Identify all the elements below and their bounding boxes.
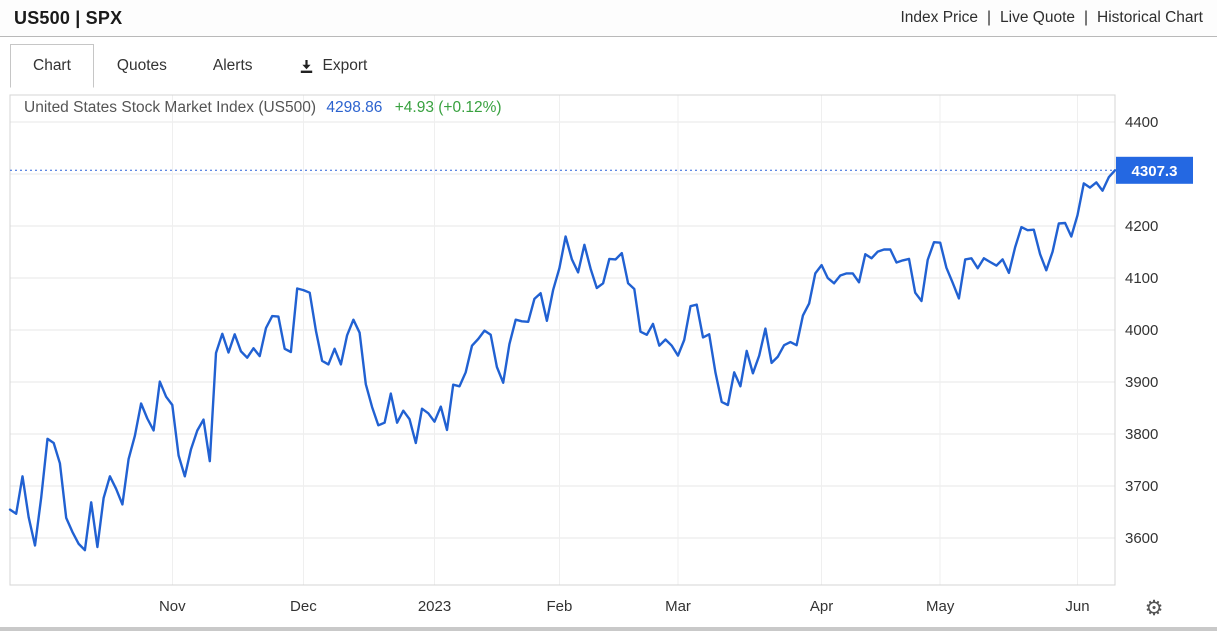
tab-alerts[interactable]: Alerts	[190, 44, 276, 88]
tab-chart[interactable]: Chart	[10, 44, 94, 88]
y-axis-label: 4400	[1125, 114, 1158, 131]
y-axis-label: 3900	[1125, 374, 1158, 391]
series-line	[8, 169, 1117, 552]
tab-quotes[interactable]: Quotes	[94, 44, 190, 88]
download-icon	[299, 59, 314, 74]
tab-export[interactable]: Export	[276, 44, 391, 88]
tab-bar: Chart Quotes Alerts Export	[10, 44, 390, 88]
y-axis-label: 4000	[1125, 322, 1158, 339]
settings-gear-icon[interactable]: ⚙︎	[1144, 597, 1164, 620]
x-axis-label: 2023	[418, 598, 451, 615]
chart-title: United States Stock Market Index (US500)	[24, 99, 317, 116]
price-change: +4.93 (+0.12%)	[394, 99, 502, 116]
price-flag-label: 4307.3	[1132, 163, 1178, 180]
y-axis-label: 3600	[1125, 530, 1158, 547]
x-axis-label: Nov	[159, 598, 186, 615]
x-axis-label: May	[926, 598, 955, 615]
header-link-index-price[interactable]: Index Price	[900, 9, 979, 26]
header-links: Index Price | Live Quote | Historical Ch…	[900, 9, 1203, 27]
horizontal-scrollbar[interactable]	[0, 627, 1217, 631]
chart-region: 360037003800390040004100420043004400NovD…	[0, 88, 1217, 631]
last-price: 4298.86	[326, 99, 383, 116]
y-axis-label: 3800	[1125, 426, 1158, 443]
tab-chart-label: Chart	[33, 57, 71, 74]
x-axis-label: Apr	[810, 598, 833, 615]
x-axis-label: Dec	[290, 598, 317, 615]
y-axis-label: 3700	[1125, 478, 1158, 495]
tab-export-label: Export	[322, 57, 368, 74]
chart-subtitle: United States Stock Market Index (US500)…	[24, 99, 502, 117]
header-link-live-quote[interactable]: Live Quote	[1000, 9, 1076, 26]
header-link-historical-chart[interactable]: Historical Chart	[1097, 9, 1203, 26]
plot-border	[9, 94, 1116, 586]
tab-alerts-label: Alerts	[212, 57, 253, 74]
x-axis-label: Mar	[665, 598, 691, 615]
tab-quotes-label: Quotes	[116, 57, 167, 74]
y-axis-label: 4100	[1125, 270, 1158, 287]
x-axis-label: Jun	[1065, 598, 1089, 615]
price-flag	[1116, 156, 1193, 184]
separator: |	[1084, 9, 1089, 26]
price-chart[interactable]: 360037003800390040004100420043004400NovD…	[0, 88, 1217, 631]
separator: |	[987, 9, 992, 26]
header: US500 | SPX Index Price | Live Quote | H…	[0, 0, 1217, 37]
x-axis-label: Feb	[546, 598, 572, 615]
y-axis-label: 4200	[1125, 218, 1158, 235]
scrollbar-thumb[interactable]	[0, 627, 1217, 631]
symbol-title: US500 | SPX	[14, 7, 123, 28]
